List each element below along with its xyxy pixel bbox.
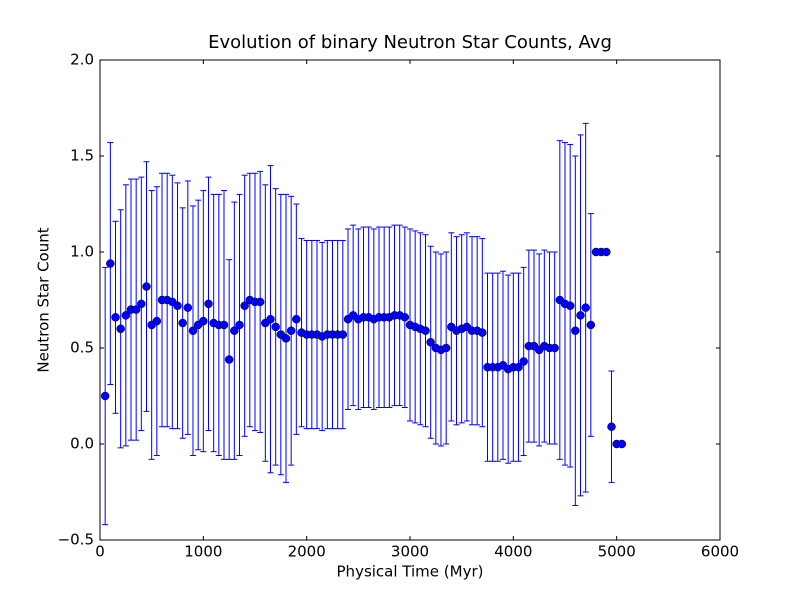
data-point — [266, 314, 275, 324]
x-tick-label: 5000 — [598, 543, 636, 561]
x-tick-label: 0 — [95, 543, 105, 561]
data-point — [519, 357, 528, 366]
data-point — [426, 337, 435, 347]
data-point — [131, 305, 141, 314]
data-point — [550, 343, 559, 353]
data-point — [235, 320, 244, 330]
chart-title: Evolution of binary Neutron Star Counts,… — [208, 32, 612, 53]
data-point — [441, 343, 451, 353]
data-point — [602, 247, 611, 257]
data-point — [116, 324, 125, 334]
data-point — [111, 313, 120, 322]
x-tick-label: 3000 — [391, 543, 429, 561]
x-tick-label: 4000 — [494, 543, 532, 561]
data-point — [183, 303, 193, 312]
x-tick-label: 1000 — [184, 543, 222, 561]
data-point — [100, 391, 110, 401]
data-point — [581, 303, 590, 312]
data-point — [586, 320, 596, 330]
data-point — [178, 318, 187, 328]
y-tick-label: −0.5 — [58, 531, 94, 549]
data-point — [286, 326, 296, 335]
data-point — [224, 355, 234, 364]
x-axis-label: Physical Time (Myr) — [337, 563, 484, 581]
x-tick-label: 2000 — [288, 543, 326, 561]
data-point — [271, 322, 280, 332]
y-tick-label: 0.5 — [70, 339, 94, 357]
y-tick-label: 0.0 — [70, 435, 94, 453]
data-point — [188, 326, 198, 335]
data-point — [478, 328, 487, 337]
data-point — [173, 301, 182, 311]
y-tick-label: 2.0 — [70, 51, 94, 69]
data-point — [230, 326, 239, 335]
data-point — [338, 330, 348, 339]
data-point — [240, 301, 249, 311]
data-point — [421, 326, 430, 335]
data-point — [204, 299, 213, 309]
data-point — [255, 297, 265, 307]
data-point — [292, 314, 301, 324]
data-point — [199, 316, 208, 326]
data-point — [152, 316, 162, 326]
data-point — [617, 439, 627, 449]
data-point — [137, 299, 146, 309]
data-point — [565, 301, 575, 311]
data-point — [106, 259, 115, 268]
data-point — [400, 313, 410, 322]
x-tick-label: 6000 — [701, 543, 739, 561]
plot-area — [100, 122, 627, 526]
data-point — [607, 422, 616, 431]
data-point — [121, 311, 131, 320]
y-axis-label: Neutron Star Count — [35, 227, 53, 372]
data-point — [514, 362, 523, 372]
data-point — [142, 282, 151, 291]
y-tick-label: 1.0 — [70, 243, 94, 261]
data-point — [571, 326, 580, 335]
data-point — [219, 320, 229, 330]
y-tick-label: 1.5 — [70, 147, 94, 165]
data-point — [576, 311, 585, 320]
data-point — [281, 334, 291, 343]
